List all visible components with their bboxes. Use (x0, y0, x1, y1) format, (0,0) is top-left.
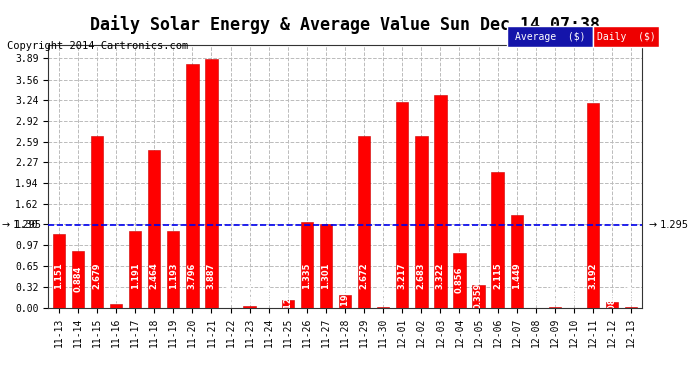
Bar (473, 285, 485, 308)
Text: 0.002: 0.002 (627, 278, 635, 305)
Text: 0.359: 0.359 (474, 283, 483, 309)
Text: 0.198: 0.198 (340, 288, 350, 314)
Bar (339, 295, 351, 307)
Text: Daily Solar Energy & Average Value Sun Dec 14 07:38: Daily Solar Energy & Average Value Sun D… (90, 15, 600, 34)
Text: 2.683: 2.683 (417, 262, 426, 289)
Text: 3.796: 3.796 (188, 262, 197, 289)
Text: Average  ($): Average ($) (515, 32, 586, 42)
Bar (110, 304, 122, 307)
Bar (72, 251, 84, 308)
Text: 1.449: 1.449 (512, 262, 521, 289)
Text: 3.322: 3.322 (436, 262, 445, 289)
Text: 0.856: 0.856 (455, 267, 464, 293)
Text: 3.192: 3.192 (589, 262, 598, 289)
Text: 0.010: 0.010 (551, 278, 560, 304)
Bar (453, 253, 466, 308)
Text: 2.464: 2.464 (150, 262, 159, 289)
Text: 0.081: 0.081 (608, 292, 617, 318)
Bar (91, 136, 103, 308)
Bar (606, 302, 618, 307)
Text: 0.000: 0.000 (569, 279, 578, 305)
Text: 0.027: 0.027 (245, 277, 254, 303)
Text: 0.000: 0.000 (226, 279, 235, 305)
Text: 0.122: 0.122 (284, 290, 293, 317)
Text: 0.055: 0.055 (112, 275, 121, 302)
Text: 0.000: 0.000 (264, 279, 273, 305)
Text: 3.217: 3.217 (397, 262, 406, 289)
Text: 1.193: 1.193 (169, 262, 178, 289)
Text: 1.151: 1.151 (55, 262, 63, 289)
Text: 1.335: 1.335 (302, 262, 311, 289)
Text: 1.191: 1.191 (130, 262, 139, 289)
Text: 2.115: 2.115 (493, 262, 502, 289)
Bar (415, 136, 428, 308)
Text: 1.301: 1.301 (322, 262, 331, 289)
Text: 0.007: 0.007 (379, 278, 388, 304)
Text: → 1.295: → 1.295 (649, 220, 688, 230)
Text: Daily  ($): Daily ($) (597, 32, 656, 42)
Text: 2.679: 2.679 (92, 262, 101, 289)
Bar (319, 224, 332, 308)
Bar (244, 306, 256, 308)
Bar (358, 136, 371, 308)
Bar (396, 102, 408, 308)
Bar (52, 234, 65, 308)
Bar (377, 307, 389, 308)
Bar (491, 172, 504, 308)
Text: Copyright 2014 Cartronics.com: Copyright 2014 Cartronics.com (7, 41, 188, 51)
Bar (129, 231, 141, 308)
Text: 2.672: 2.672 (359, 262, 368, 289)
Bar (511, 215, 523, 308)
Bar (205, 58, 217, 308)
Text: 0.884: 0.884 (73, 266, 82, 292)
Bar (148, 150, 160, 308)
Bar (167, 231, 179, 308)
Bar (434, 95, 446, 308)
Bar (549, 307, 561, 308)
Bar (586, 103, 599, 308)
Bar (301, 222, 313, 308)
Text: → 1.295: → 1.295 (2, 220, 41, 230)
Text: 0.000: 0.000 (531, 279, 540, 305)
Bar (186, 64, 199, 308)
Bar (282, 300, 294, 307)
Text: 3.887: 3.887 (207, 262, 216, 289)
